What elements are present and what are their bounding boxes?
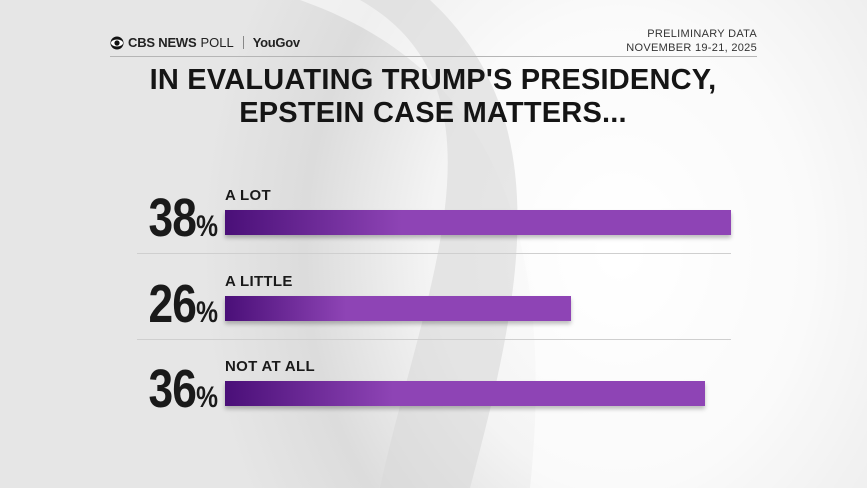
bar: [225, 381, 705, 406]
dates: NOVEMBER 19-21, 2025: [626, 42, 757, 54]
value-label: 38%: [148, 188, 218, 248]
value-label: 36%: [148, 359, 218, 419]
header-rule: [110, 56, 757, 57]
category-label: A LOT: [225, 187, 271, 204]
partner: YouGov: [252, 35, 300, 50]
category-label: A LITTLE: [225, 272, 293, 290]
row-divider: [137, 253, 731, 254]
cbs-eye-logo: [110, 36, 124, 49]
poll-note: PRELIMINARY DATA NOVEMBER 19-21, 2025: [626, 27, 757, 55]
bar: [225, 295, 572, 321]
brand-suffix: POLL: [200, 35, 234, 50]
value-label: 26%: [148, 273, 218, 334]
bar: [225, 210, 732, 235]
brand: CBS NEWS POLL YouGov: [110, 35, 300, 50]
category-label: NOT AT ALL: [225, 358, 315, 375]
note: PRELIMINARY DATA: [647, 28, 757, 40]
row-divider: [137, 338, 731, 340]
chart-title: IN EVALUATING TRUMP'S PRESIDENCY, EPSTEI…: [149, 64, 717, 129]
brand-name: CBS NEWS: [128, 35, 197, 50]
